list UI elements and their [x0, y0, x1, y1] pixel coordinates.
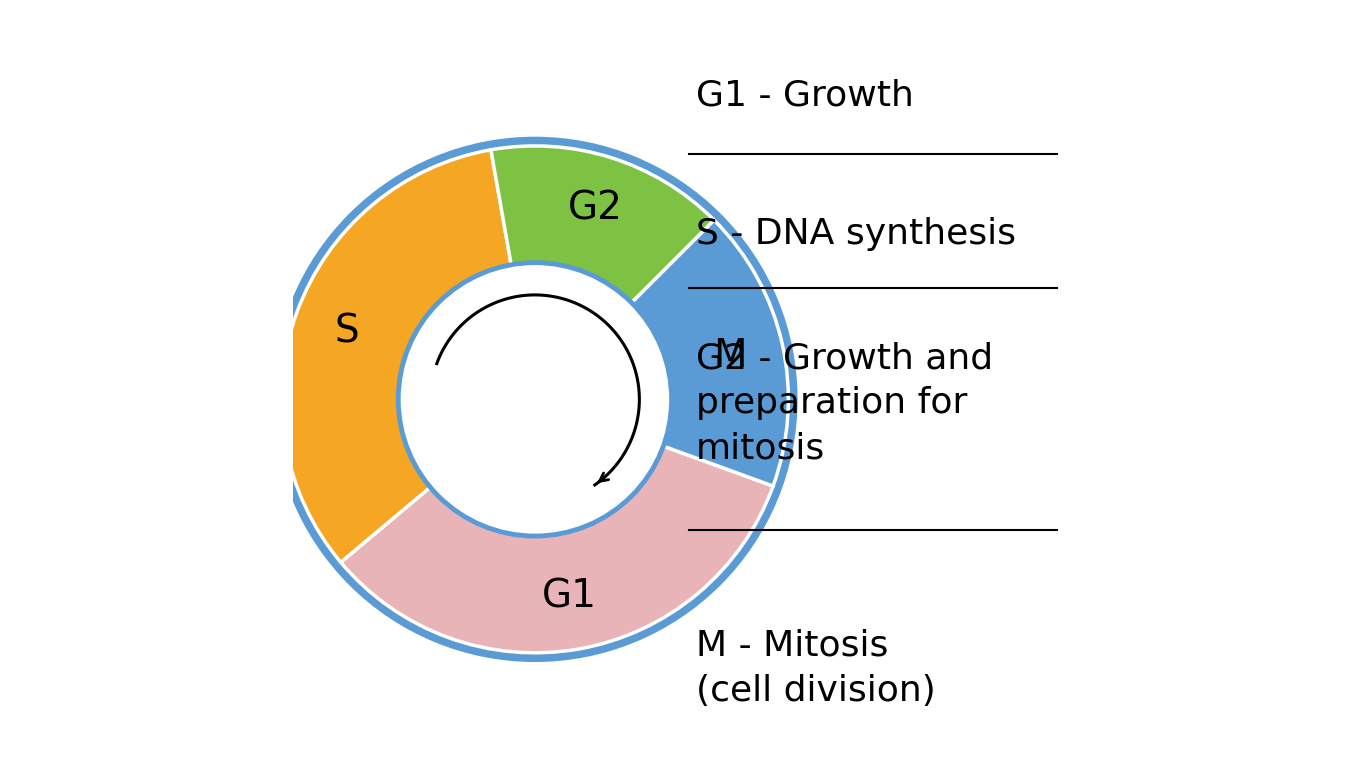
Text: S: S [334, 312, 360, 350]
Text: G2: G2 [567, 190, 623, 228]
Wedge shape [627, 220, 788, 486]
Circle shape [272, 137, 798, 662]
Wedge shape [282, 150, 512, 562]
Text: M - Mitosis
(cell division): M - Mitosis (cell division) [696, 629, 936, 707]
Wedge shape [341, 444, 773, 653]
Text: G1 - Growth: G1 - Growth [696, 79, 914, 113]
Text: S - DNA synthesis: S - DNA synthesis [696, 217, 1017, 251]
Wedge shape [492, 146, 714, 307]
Text: M: M [714, 337, 746, 375]
Text: G2 - Growth and
preparation for
mitosis: G2 - Growth and preparation for mitosis [696, 342, 994, 465]
Text: G1: G1 [542, 577, 597, 615]
Circle shape [405, 269, 665, 530]
Circle shape [398, 263, 672, 536]
